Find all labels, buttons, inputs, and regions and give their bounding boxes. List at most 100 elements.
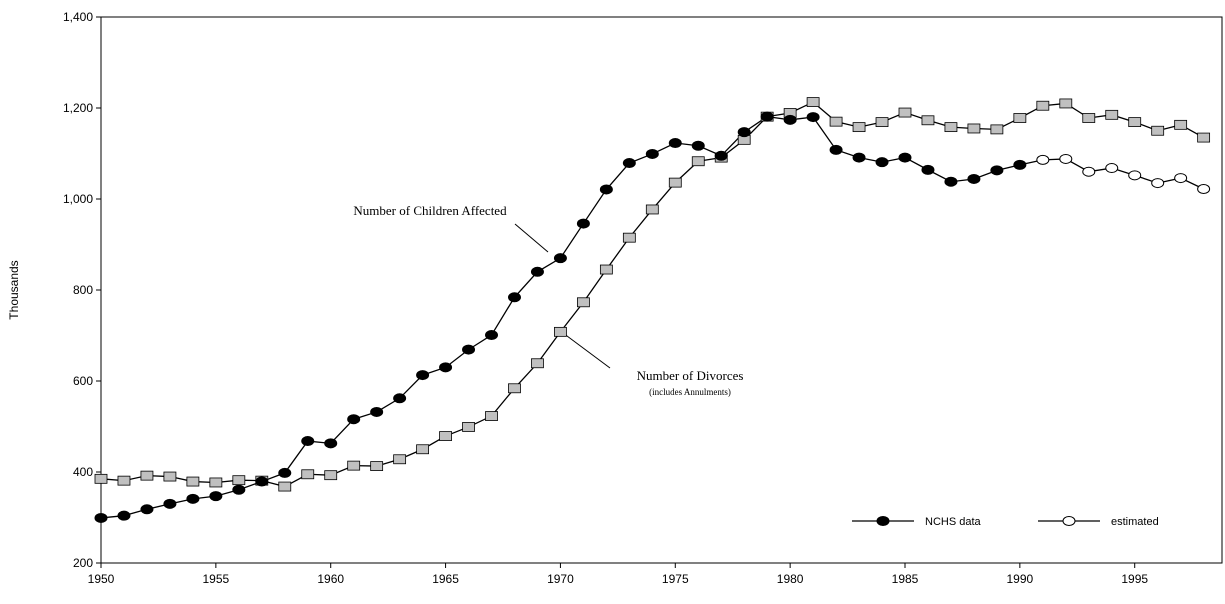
- divorce-marker: [232, 475, 246, 486]
- divorce-marker: [944, 122, 958, 133]
- divorce-marker: [416, 444, 429, 455]
- children-marker: [1128, 170, 1142, 181]
- annotation: (includes Annulments): [649, 387, 731, 397]
- children-marker: [576, 218, 590, 229]
- divorce-marker: [531, 358, 544, 369]
- children-marker: [209, 491, 223, 502]
- divorce-marker: [140, 470, 154, 481]
- y-tick-label: 400: [73, 465, 93, 479]
- x-tick-label: 1995: [1121, 572, 1148, 586]
- y-tick-label: 1,000: [63, 192, 93, 206]
- divorce-marker: [1197, 132, 1211, 143]
- divorce-marker: [1082, 113, 1096, 123]
- legend-label: estimated: [1111, 516, 1159, 528]
- divorce-marker: [163, 471, 177, 482]
- children-marker: [370, 406, 384, 417]
- children-marker: [622, 158, 636, 169]
- children-marker: [760, 111, 774, 122]
- children-marker: [852, 152, 866, 163]
- y-tick-label: 1,400: [63, 10, 93, 24]
- children-marker: [1151, 178, 1165, 189]
- children-marker: [921, 164, 935, 175]
- divorce-marker: [806, 97, 820, 107]
- x-tick-label: 1950: [88, 572, 115, 586]
- children-marker: [117, 510, 131, 521]
- children-marker: [714, 150, 728, 161]
- children-marker: [875, 157, 889, 168]
- divorce-marker: [599, 264, 613, 275]
- children-marker: [94, 512, 108, 523]
- divorce-marker: [645, 204, 659, 215]
- children-marker: [1013, 159, 1027, 170]
- children-marker: [1082, 166, 1096, 177]
- children-marker: [599, 184, 613, 195]
- children-marker: [507, 292, 521, 303]
- annotation-pointer: [562, 332, 611, 369]
- children-marker: [1059, 153, 1073, 164]
- children-marker: [783, 114, 797, 125]
- divorce-marker: [1059, 98, 1073, 109]
- y-tick-label: 800: [73, 283, 93, 297]
- divorce-marker: [691, 156, 705, 167]
- x-tick-label: 1985: [892, 572, 919, 586]
- children-marker: [347, 414, 361, 425]
- divorce-marker: [347, 460, 361, 471]
- y-tick-label: 600: [73, 374, 93, 388]
- divorce-marker: [1151, 125, 1165, 136]
- divorce-marker: [622, 232, 636, 243]
- legend-marker: [876, 516, 890, 526]
- x-tick-label: 1990: [1007, 572, 1034, 586]
- x-tick-label: 1955: [203, 572, 230, 586]
- divorce-marker: [898, 107, 912, 118]
- divorce-marker: [439, 431, 452, 441]
- children-marker: [462, 344, 476, 355]
- children-marker: [668, 138, 682, 149]
- children-marker: [163, 498, 177, 509]
- divorce-marker: [1036, 100, 1050, 111]
- y-axis-label: Thousands: [7, 260, 21, 319]
- divorce-marker: [875, 117, 889, 128]
- divorce-marker: [209, 477, 223, 488]
- children-marker: [806, 112, 820, 123]
- divorce-marker: [1128, 117, 1142, 128]
- children-marker: [553, 253, 567, 264]
- divorce-marker: [462, 422, 475, 432]
- children-marker: [1174, 173, 1188, 184]
- x-tick-label: 1965: [432, 572, 459, 586]
- divorce-marker: [301, 469, 315, 480]
- plot-frame: [100, 16, 1223, 564]
- divorce-marker: [829, 116, 843, 127]
- children-marker: [439, 362, 453, 373]
- divorce-marker: [278, 481, 292, 492]
- divorce-marker: [1174, 119, 1188, 130]
- divorce-marker: [921, 115, 935, 126]
- children-marker: [140, 504, 154, 515]
- divorce-marker: [576, 297, 590, 308]
- y-tick-label: 200: [73, 556, 93, 570]
- children-marker: [1105, 163, 1119, 174]
- divorce-marker: [508, 383, 521, 394]
- annotation-pointer: [514, 223, 549, 253]
- divorce-marker: [554, 326, 567, 337]
- divorce-marker: [1105, 109, 1119, 120]
- divorce-marker: [990, 124, 1004, 135]
- x-tick-label: 1970: [547, 572, 574, 586]
- children-marker: [278, 467, 292, 478]
- children-line: [100, 115, 1021, 519]
- children-marker: [485, 330, 499, 341]
- children-marker: [829, 144, 843, 155]
- children-marker: [645, 148, 659, 159]
- children-marker: [416, 370, 430, 381]
- y-tick-label: 1,200: [63, 101, 93, 115]
- legend-label: NCHS data: [925, 516, 982, 528]
- annotation: Number of Divorces: [637, 368, 744, 383]
- divorce-marker: [117, 475, 131, 486]
- divorce-marker: [393, 454, 407, 465]
- children-marker: [1036, 154, 1050, 165]
- children-marker: [691, 140, 705, 151]
- divorce-marker: [485, 411, 498, 421]
- legend-marker: [1062, 516, 1076, 526]
- children-marker: [324, 438, 338, 449]
- children-marker: [530, 266, 544, 277]
